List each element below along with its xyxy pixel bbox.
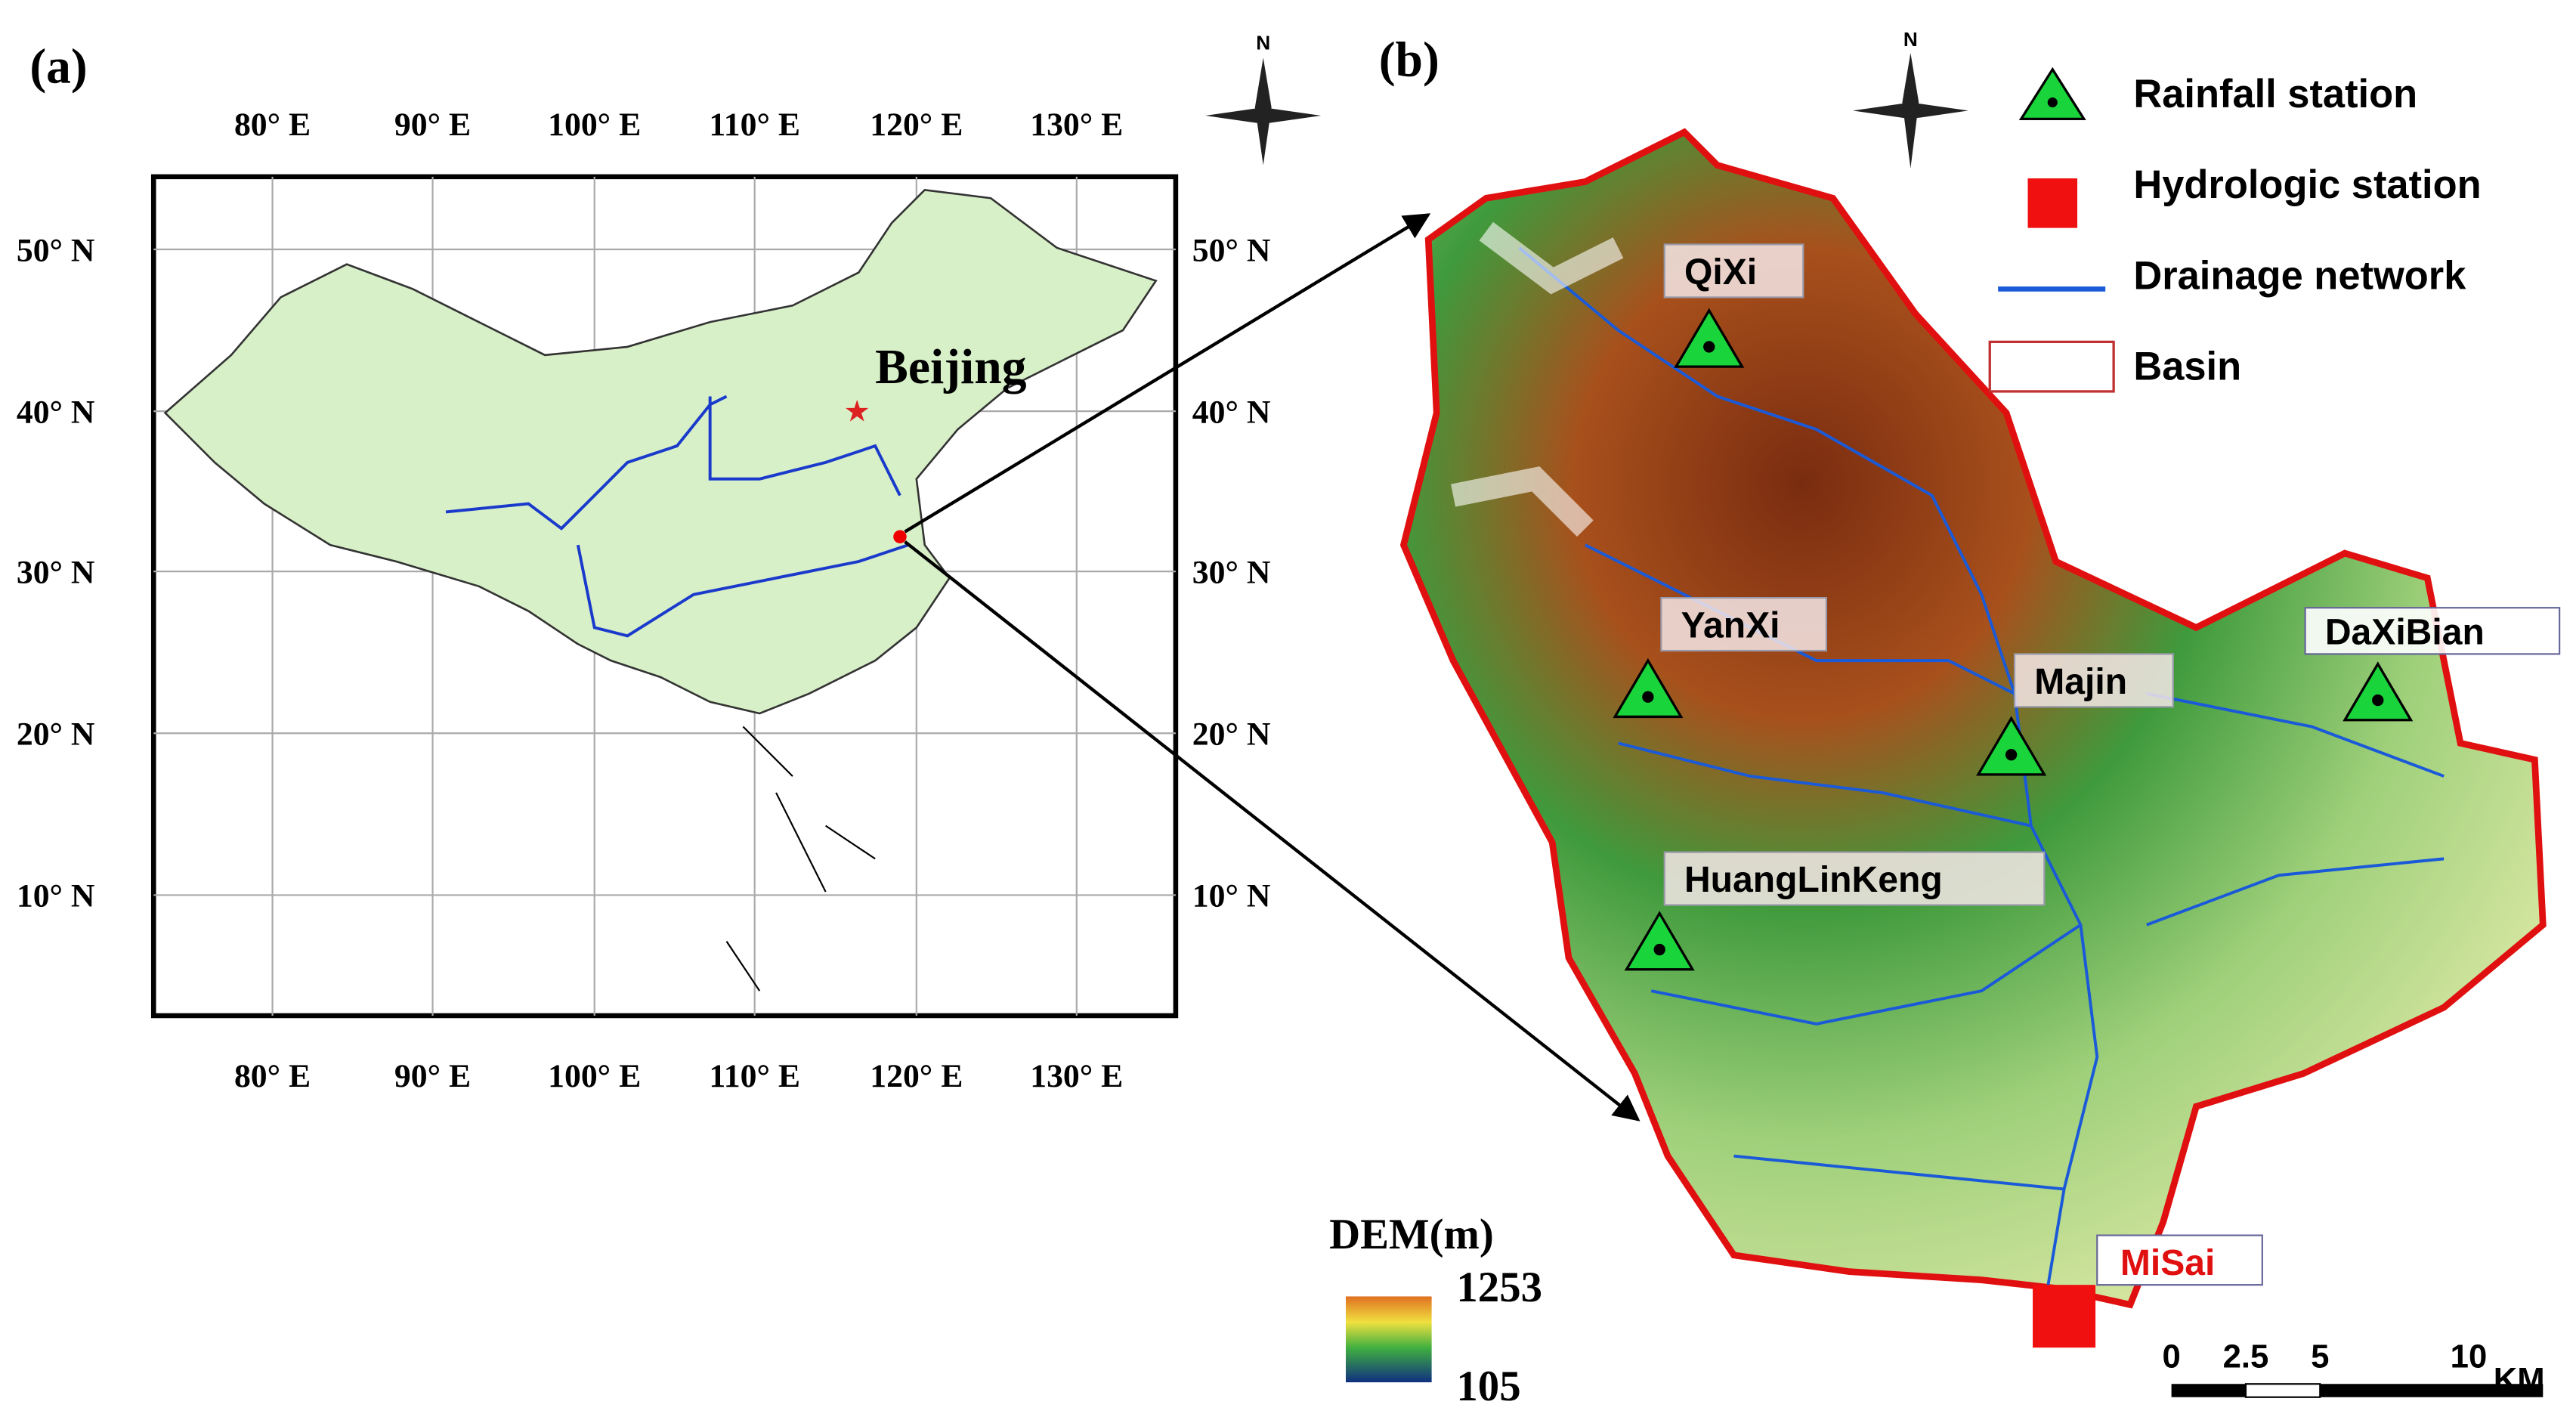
lat-labels: 50° N 40° N 30° N 20° N 10° N 50° N 40° …	[17, 232, 1271, 914]
lon-label: 120° E	[870, 107, 963, 143]
drainage-network	[1518, 246, 2445, 1289]
panel-label: (a)	[29, 39, 87, 94]
station-label: HuangLinKeng	[1684, 859, 1943, 900]
lon-label: 80° E	[234, 1058, 311, 1094]
basin-location	[893, 530, 907, 543]
label-box	[1663, 851, 2046, 906]
high-terrain	[1451, 221, 1624, 537]
scale-tick: 2.5	[2223, 1338, 2269, 1375]
dem-min: 105	[1456, 1363, 1520, 1410]
lon-label: 80° E	[234, 107, 311, 143]
dem-ramp	[1345, 1296, 1432, 1383]
dem-title: DEM(m)	[1329, 1211, 1494, 1258]
scale-bar: 0 2.5 5 10 KM	[2162, 1338, 2544, 1398]
panel-label: (b)	[1379, 33, 1440, 88]
station-dot	[1703, 341, 1715, 353]
label-box	[2304, 607, 2561, 655]
station-dot	[1653, 943, 1665, 956]
legend: Rainfall station Hydrologic station Drai…	[1988, 67, 2482, 393]
scale-tick: 10	[2451, 1338, 2488, 1375]
lon-label: 110° E	[709, 1058, 800, 1094]
lat-label: 30° N	[1192, 554, 1271, 590]
scale-segment	[2171, 1384, 2246, 1397]
legend-symbol	[2027, 178, 2078, 228]
rainfall-station	[1674, 308, 1745, 368]
lat-label: 10° N	[1192, 878, 1271, 914]
lat-label: 40° N	[17, 394, 95, 430]
lat-label: 50° N	[1192, 232, 1271, 268]
lat-label: 10° N	[17, 878, 95, 914]
legend-label: Drainage network	[2133, 254, 2466, 298]
arrow	[904, 213, 1431, 534]
islands	[725, 726, 876, 992]
rainfall-station	[1976, 716, 2047, 776]
rainfall-station	[1613, 657, 1684, 719]
legend-label: Basin	[2133, 345, 2241, 389]
station-label: YanXi	[1681, 605, 1780, 646]
north-label: N	[1903, 28, 1918, 51]
lon-label: 100° E	[548, 1058, 641, 1094]
station-label: QiXi	[1684, 252, 1757, 292]
dem-max: 1253	[1456, 1264, 1542, 1311]
lon-label: 100° E	[548, 107, 641, 143]
arrow	[904, 540, 1641, 1122]
hydrologic-station	[2033, 1285, 2096, 1348]
basin	[1399, 128, 2547, 1309]
lon-labels: 80° E 90° E 100° E 110° E 120° E 130° E …	[234, 107, 1123, 1094]
lat-label: 20° N	[1192, 716, 1271, 753]
scale-segment	[2320, 1384, 2544, 1397]
capital-star: ★	[844, 394, 871, 428]
dem-legend: DEM(m) 1253 105	[1329, 1211, 1542, 1410]
legend-symbol	[1988, 340, 2115, 393]
north-arrow: N	[1205, 32, 1322, 166]
scale-segment	[2244, 1383, 2321, 1398]
lon-label: 90° E	[394, 1058, 471, 1094]
lat-label: 50° N	[17, 232, 95, 268]
station-dot	[2372, 694, 2384, 707]
north-label: N	[1256, 32, 1270, 54]
station-label: Majin	[2034, 661, 2127, 702]
legend-label: Hydrologic station	[2133, 163, 2481, 207]
label-box	[2013, 653, 2174, 708]
station-label: DaXiBian	[2325, 611, 2485, 652]
scale-tick: 0	[2162, 1338, 2180, 1375]
label-box	[1663, 243, 1804, 299]
lon-label: 120° E	[870, 1058, 963, 1094]
north-arrow: N	[1852, 28, 1968, 169]
rainfall-station	[1624, 911, 1695, 971]
lon-label: 130° E	[1030, 1058, 1123, 1094]
label-box	[2096, 1234, 2263, 1286]
rainfall-station	[2343, 661, 2414, 722]
lat-label: 20° N	[17, 716, 95, 753]
legend-label: Rainfall station	[2133, 73, 2417, 116]
lon-label: 90° E	[394, 107, 471, 143]
station-dot	[1642, 691, 1654, 703]
lat-label: 30° N	[17, 554, 95, 590]
lon-label: 130° E	[1030, 107, 1123, 143]
city-label: Beijing	[875, 340, 1027, 394]
label-box	[1660, 596, 1827, 652]
scale-tick: 5	[2311, 1338, 2329, 1375]
river	[445, 394, 909, 638]
lon-label: 110° E	[709, 107, 800, 143]
legend-symbol-dot	[2047, 97, 2058, 108]
stations: QiXi YanXi Majin DaXiBian HuangLinKeng M…	[1613, 243, 2561, 1348]
hydro-station-label: MiSai	[2120, 1242, 2216, 1283]
station-dot	[2005, 749, 2018, 761]
scale-unit: KM	[2494, 1361, 2545, 1398]
legend-symbol	[2018, 67, 2086, 121]
lat-label: 40° N	[1192, 394, 1271, 430]
